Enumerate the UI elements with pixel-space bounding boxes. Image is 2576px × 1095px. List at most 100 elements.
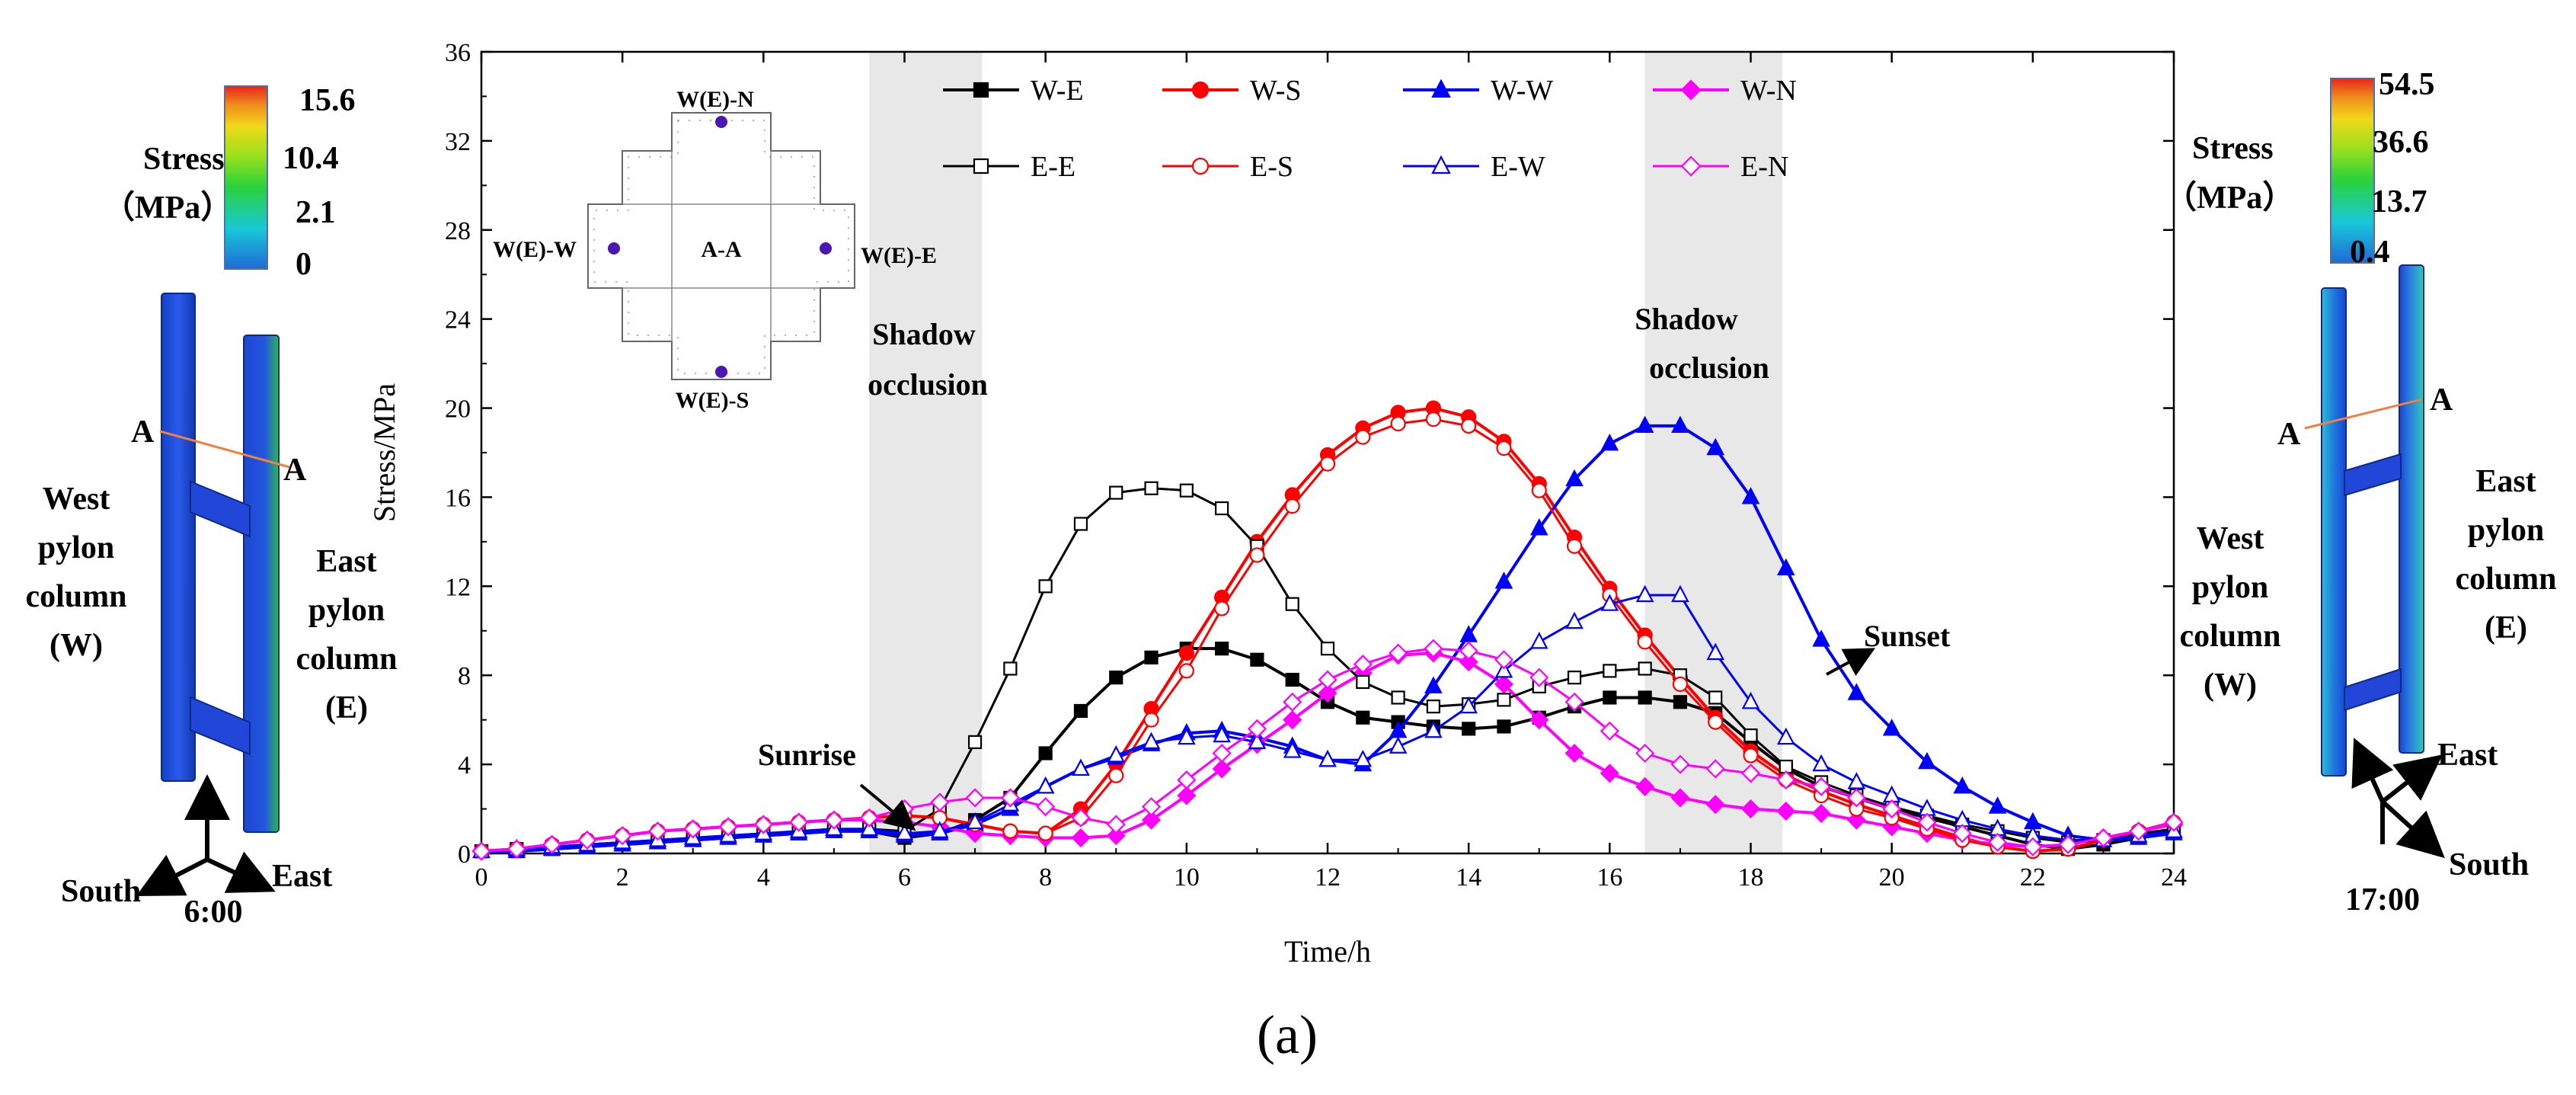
point-E-S [1108, 767, 1124, 783]
label-west: W(E)-W [493, 237, 577, 262]
point-E-W [895, 823, 914, 840]
point-E-S [1249, 547, 1265, 563]
point-E-N [2023, 837, 2043, 856]
x-tick-label: 18 [1738, 863, 1764, 892]
left-west-label-2: pylon [38, 530, 114, 565]
x-tick-label: 10 [1174, 863, 1200, 892]
point-E-N [1389, 643, 1408, 663]
left-west-label-1: West [43, 482, 110, 517]
x-tick-label: 16 [1596, 863, 1622, 892]
point-E-N [1353, 655, 1373, 674]
point-E-W [1812, 754, 1830, 772]
point-E-W [1600, 594, 1619, 611]
point-W-N [1459, 652, 1478, 672]
right-east-label-4: (E) [2485, 610, 2527, 645]
series-E-N [471, 639, 2184, 861]
point-E-N [1811, 776, 1831, 796]
point-E-W [1142, 732, 1161, 749]
legend-label: E-E [1031, 151, 1075, 183]
right-upper-crossbeam [2344, 453, 2402, 497]
point-W-N [1212, 759, 1232, 779]
right-panel: 54.5 36.6 13.7 0.4 Stress （MPa） A A West… [2165, 67, 2557, 917]
point-W-W [1529, 517, 1548, 536]
legend-marker [1680, 155, 1702, 177]
point-E-N [1177, 770, 1197, 790]
point-south [715, 366, 727, 378]
point-E-E [1743, 728, 1758, 743]
point-E-N [683, 819, 703, 839]
left-axis-east [206, 851, 276, 893]
point-W-N [1529, 710, 1549, 730]
point-E-W [1389, 736, 1408, 754]
left-east-label-2: pylon [308, 593, 385, 628]
section-stiffeners [593, 120, 849, 374]
point-W-W [1812, 629, 1830, 647]
sunrise-label: Sunrise [758, 738, 856, 772]
legend-label: W-E [1031, 75, 1084, 107]
point-E-S [1672, 676, 1689, 693]
left-legend-title-1: Stress [143, 142, 225, 177]
legend-marker [973, 82, 989, 98]
point-E-N [1670, 754, 1690, 774]
left-axis-east-label: East [272, 859, 332, 894]
point-W-N [1141, 810, 1162, 830]
point-W-W [1565, 469, 1584, 487]
sunrise-arrow [859, 783, 916, 831]
point-E-S [1708, 714, 1724, 730]
point-E-W [1494, 661, 1513, 678]
point-E-N [542, 834, 562, 854]
point-E-W [860, 818, 879, 836]
left-section-a2: A [283, 453, 307, 488]
point-E-W [1283, 741, 1302, 758]
point-E-W [1706, 642, 1725, 661]
right-colorbar [2330, 78, 2375, 264]
point-E-N [1071, 808, 1091, 828]
point-E-E [1638, 661, 1652, 676]
legend-marker [1431, 78, 1451, 98]
y-tick-label: 28 [445, 217, 471, 245]
point-E-N [718, 817, 738, 837]
point-E-N [789, 812, 809, 832]
legend-marker [1431, 155, 1451, 174]
left-west-column [161, 293, 196, 782]
left-east-label-1: East [316, 544, 376, 579]
right-west-label-4: (W) [2204, 668, 2257, 703]
point-W-W [1882, 718, 1901, 736]
right-legend-value-4: 0.4 [2350, 235, 2390, 270]
left-axis-south [136, 854, 209, 896]
point-E-N [1917, 812, 1937, 832]
point-E-S [1355, 429, 1371, 445]
point-E-N [647, 821, 668, 841]
point-E-W [1354, 749, 1373, 767]
legend-item-W-W: W-W [1403, 75, 1553, 107]
point-E-N [1106, 815, 1126, 834]
left-legend-value-4: 0 [296, 247, 312, 282]
point-W-W [1988, 796, 2007, 814]
point-E-E [1073, 517, 1088, 531]
right-axis-east [2381, 754, 2443, 804]
point-W-E [1356, 710, 1370, 725]
point-E-S [1461, 418, 1477, 434]
point-E-S [1531, 482, 1547, 498]
x-tick-label: 20 [1879, 863, 1905, 892]
point-W-W [1494, 572, 1513, 589]
point-E-N [753, 815, 773, 834]
point-W-W [1953, 776, 1972, 794]
point-W-E [1638, 690, 1652, 705]
point-E-N [1952, 824, 1972, 844]
right-axis-south-label: South [2449, 847, 2529, 882]
left-panel: 15.6 10.4 2.1 0 Stress （MPa） A A West py… [25, 83, 397, 930]
point-E-S [1284, 498, 1300, 514]
point-east [820, 242, 832, 255]
point-E-E [1426, 700, 1440, 714]
point-E-S [1637, 634, 1653, 650]
point-W-N [1776, 801, 1796, 821]
section-title: A-A [701, 237, 742, 262]
point-E-S [1743, 748, 1759, 764]
point-E-E [1603, 664, 1617, 678]
point-E-N [1564, 692, 1584, 712]
point-E-S [1037, 825, 1053, 841]
shadow-region-1 [869, 52, 983, 853]
point-E-W [1107, 745, 1126, 763]
